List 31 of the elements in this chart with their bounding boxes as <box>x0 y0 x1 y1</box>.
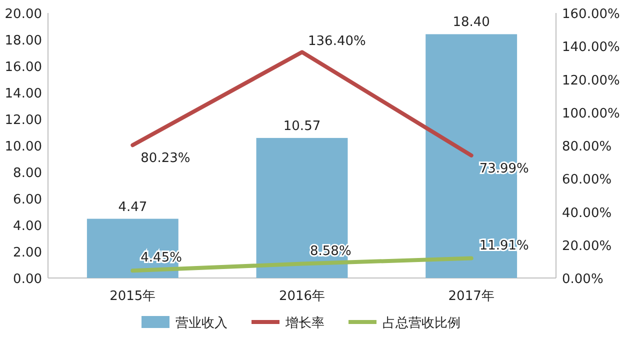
data-label: 136.40% <box>308 34 366 50</box>
y-tick-label: 16.00 <box>4 60 42 75</box>
y-tick-label: 12.00 <box>4 113 42 128</box>
y-tick-label: 8.00 <box>13 166 42 181</box>
legend-label: 营业收入 <box>176 316 228 331</box>
legend-label: 增长率 <box>284 315 324 331</box>
x-tick-label: 2017年 <box>448 289 494 304</box>
y-tick-label: 4.00 <box>13 219 42 234</box>
y-tick-label: 20.00 <box>4 7 42 22</box>
y2-tick-label: 120.00% <box>562 73 620 88</box>
data-label: 80.23% <box>140 151 190 166</box>
y2-tick-label: 0.00% <box>562 272 604 287</box>
data-label: 4.47 <box>118 200 148 215</box>
y2-tick-label: 20.00% <box>562 238 612 254</box>
y2-tick-label: 160.00% <box>562 7 620 22</box>
x-tick-label: 2016年 <box>278 289 326 304</box>
y-tick-label: 14.00 <box>4 86 42 102</box>
x-tick-label: 2015年 <box>110 289 156 304</box>
y2-tick-label: 80.00% <box>562 140 612 154</box>
y2-tick-label: 40.00% <box>562 206 612 221</box>
y-tick-label: 2.00 <box>13 246 42 260</box>
legend-label: 占总营收比例 <box>382 316 460 331</box>
data-label: 10.57 <box>283 118 321 134</box>
y-tick-label: 0.00 <box>13 272 42 287</box>
y2-tick-label: 60.00% <box>562 172 612 188</box>
data-label: 18.40 <box>452 15 490 30</box>
y-tick-label: 10.00 <box>4 140 42 154</box>
y2-tick-label: 100.00% <box>562 106 620 122</box>
y-tick-label: 6.00 <box>13 192 42 208</box>
y-tick-label: 18.00 <box>4 34 42 48</box>
y2-tick-label: 140.00% <box>562 40 620 56</box>
